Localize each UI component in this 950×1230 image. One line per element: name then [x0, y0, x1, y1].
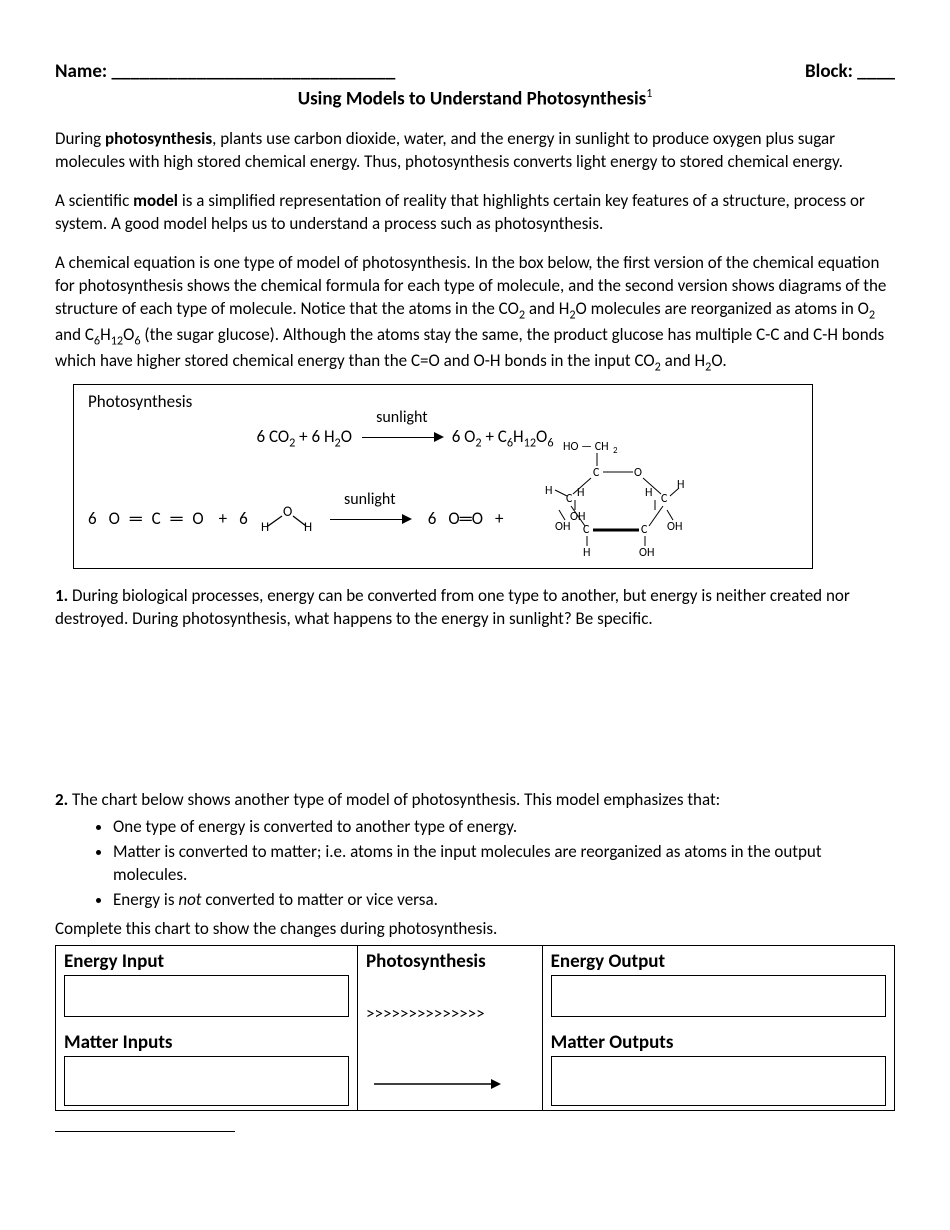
header-row: Name: ______________________________ Blo…	[55, 60, 895, 83]
energy-output-box[interactable]	[551, 975, 886, 1017]
q1-number: 1.	[55, 585, 68, 606]
question-1: 1. During biological processes, energy c…	[55, 585, 895, 631]
page-title: Using Models to Understand Photosynthesi…	[55, 87, 895, 110]
svg-text:OH: OH	[570, 510, 585, 524]
eq-glucose: + C	[482, 426, 507, 447]
coef-3: 6	[428, 508, 437, 529]
name-label: Name:	[55, 60, 107, 83]
svg-text:H: H	[304, 520, 312, 532]
q2-bullet-2: Matter is converted to matter; i.e. atom…	[113, 841, 895, 887]
block-line: ____	[857, 60, 895, 83]
energy-input-box[interactable]	[64, 975, 349, 1017]
eq-co2: 6 CO	[256, 426, 289, 447]
paragraph-1: During photosynthesis, plants use carbon…	[55, 128, 895, 174]
h2o-structure: O H H	[260, 504, 312, 532]
photosynthesis-chart: Energy Input Matter Inputs Photosynthesi…	[55, 945, 895, 1111]
q1-answer-space[interactable]	[55, 631, 895, 781]
name-field[interactable]: Name: ______________________________	[55, 60, 395, 83]
chart-center-cell: Photosynthesis >>>>>>>>>>>>>>	[358, 945, 543, 1110]
svg-text:2: 2	[613, 445, 618, 456]
reaction-arrow-1: sunlight	[362, 426, 442, 447]
footnote-rule	[55, 1131, 235, 1132]
svg-text:O: O	[283, 504, 292, 520]
paragraph-2: A scientific model is a simplified repre…	[55, 190, 895, 236]
name-line: ______________________________	[111, 60, 395, 83]
co2-structure: O ═ C ═ O	[109, 508, 207, 529]
q2-bullet-1: One type of energy is converted to anoth…	[113, 816, 895, 839]
matter-inputs-label: Matter Inputs	[64, 1031, 349, 1054]
arrow-label-1: sunlight	[376, 408, 428, 427]
title-text: Using Models to Understand Photosynthesi…	[298, 87, 647, 110]
q2-bullet-3: Energy is not converted to matter or vic…	[113, 889, 895, 912]
svg-text:H: H	[577, 486, 584, 500]
chart-left-cell: Energy Input Matter Inputs	[56, 945, 358, 1110]
matter-inputs-box[interactable]	[64, 1056, 349, 1106]
svg-text:C: C	[641, 523, 648, 537]
svg-text:HO — CH: HO — CH	[563, 440, 609, 454]
equation-structural: 6 O ═ C ═ O + 6 O H H sunlight 6 O═O + H…	[88, 478, 802, 558]
p3-d: O.	[711, 350, 726, 371]
plus-1: +	[219, 508, 227, 529]
q1-text: During biological processes, energy can …	[55, 585, 850, 629]
worksheet-page: Name: ______________________________ Blo…	[0, 0, 950, 1152]
coef-1: 6	[88, 508, 97, 529]
p1-a: During	[55, 128, 105, 149]
svg-text:O: O	[634, 466, 642, 480]
svg-text:C: C	[566, 492, 573, 506]
q2-b3-b: converted to matter or vice versa.	[202, 889, 438, 910]
energy-output-label: Energy Output	[551, 950, 886, 973]
energy-arrows: >>>>>>>>>>>>>>	[366, 1003, 534, 1024]
q2-number: 2.	[55, 789, 68, 810]
q2-complete: Complete this chart to show the changes …	[55, 918, 895, 941]
p1-bold: photosynthesis	[105, 128, 212, 149]
p3-c: (the sugar glucose). Although the atoms …	[55, 324, 884, 371]
svg-text:OH: OH	[639, 546, 654, 558]
chart-right-cell: Energy Output Matter Outputs	[542, 945, 894, 1110]
glucose-structure: HO — CH 2 C O H C C H H	[515, 438, 685, 558]
svg-text:H: H	[261, 520, 269, 532]
plus-2: +	[495, 508, 503, 529]
p2-bold: model	[133, 190, 178, 211]
matter-outputs-box[interactable]	[551, 1056, 886, 1106]
svg-text:H: H	[545, 484, 552, 498]
question-2: 2. The chart below shows another type of…	[55, 789, 895, 812]
q2-intro: The chart below shows another type of mo…	[68, 789, 720, 810]
svg-text:C: C	[583, 523, 590, 537]
coef-2: 6	[239, 508, 248, 529]
svg-text:OH: OH	[555, 520, 570, 534]
svg-text:H: H	[583, 546, 590, 558]
matter-arrow-icon	[366, 1074, 506, 1094]
block-label: Block:	[805, 60, 853, 83]
paragraph-3: A chemical equation is one type of model…	[55, 252, 895, 376]
energy-input-label: Energy Input	[64, 950, 349, 973]
title-footnote: 1	[646, 87, 652, 101]
q2-b3-i: not	[178, 889, 201, 910]
svg-text:C: C	[661, 492, 668, 506]
photosynthesis-label: Photosynthesis	[366, 950, 534, 973]
q2-b3-a: Energy is	[113, 889, 178, 910]
arrow-label-2: sunlight	[344, 490, 396, 509]
p2-a: A scientific	[55, 190, 133, 211]
reaction-arrow-2: sunlight	[330, 508, 410, 529]
svg-text:H: H	[677, 478, 684, 492]
eq-o2: 6 O	[452, 426, 476, 447]
block-field[interactable]: Block: ____	[805, 60, 895, 83]
eq-h2o: + 6 H	[295, 426, 334, 447]
diagram-label: Photosynthesis	[88, 391, 802, 412]
svg-text:OH: OH	[667, 520, 682, 534]
q2-bullets: One type of energy is converted to anoth…	[55, 816, 895, 912]
p3-b: molecules are reorganized as atoms in O	[587, 298, 869, 319]
equation-formula: 6 CO2 + 6 H2O sunlight 6 O2 + C6H12O6	[88, 426, 802, 450]
svg-text:C: C	[593, 466, 600, 480]
photosynthesis-diagram: Photosynthesis 6 CO2 + 6 H2O sunlight 6 …	[73, 384, 813, 569]
matter-outputs-label: Matter Outputs	[551, 1031, 886, 1054]
svg-text:H: H	[645, 486, 652, 500]
o2-structure: O═O	[448, 508, 483, 529]
